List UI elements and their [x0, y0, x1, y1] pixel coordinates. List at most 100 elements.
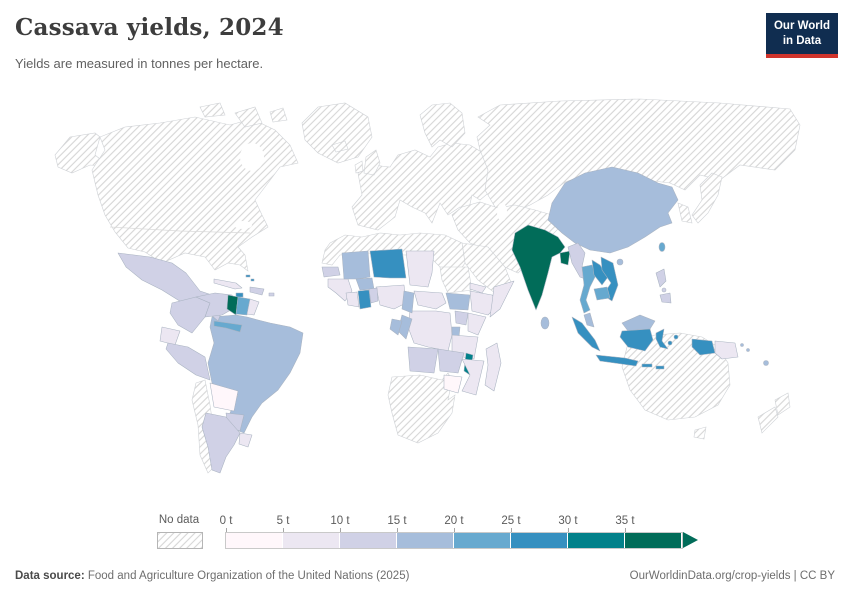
legend-tick-mark	[454, 528, 455, 532]
country-malaysia[interactable]	[621, 314, 656, 332]
country-senegal[interactable]	[321, 266, 341, 278]
country-fiji[interactable]	[763, 360, 769, 366]
region-greenland	[301, 102, 373, 164]
country-south-sudan[interactable]	[445, 292, 471, 311]
country-ecuador[interactable]	[159, 326, 181, 346]
country-brazil[interactable]	[207, 314, 304, 434]
country-angola[interactable]	[407, 346, 439, 374]
country-bahamas[interactable]	[245, 274, 251, 278]
region-united-kingdom	[363, 149, 381, 176]
country-cambodia[interactable]	[593, 286, 611, 301]
country-indonesia[interactable]	[691, 338, 716, 356]
country-burkina-faso[interactable]	[355, 277, 375, 291]
region-europe	[351, 142, 493, 231]
country-madagascar[interactable]	[484, 342, 502, 392]
legend-tick-mark	[397, 528, 398, 532]
country-indonesia[interactable]	[641, 363, 653, 368]
country-cameroon[interactable]	[401, 290, 415, 314]
country-kenya[interactable]	[467, 312, 487, 336]
country-papua-new-guinea[interactable]	[714, 340, 739, 360]
country-taiwan[interactable]	[658, 242, 666, 252]
legend-bin-2[interactable]	[340, 533, 397, 548]
country-indonesia[interactable]	[655, 328, 669, 350]
country-mozambique[interactable]	[461, 358, 485, 396]
legend-colorbar[interactable]: 0 t 5 t 10 t 15 t 20 t 25 t 30 t 35 t	[220, 515, 698, 549]
chart-subtitle: Yields are measured in tonnes per hectar…	[15, 56, 264, 71]
country-philippines[interactable]	[661, 287, 667, 293]
country-malaysia[interactable]	[583, 312, 595, 328]
country-cuba[interactable]	[213, 278, 243, 290]
country-colombia[interactable]	[169, 296, 211, 334]
country-indonesia[interactable]	[655, 365, 665, 370]
country-china[interactable]	[616, 258, 624, 266]
country-guyana[interactable]	[226, 294, 239, 316]
country-laos[interactable]	[591, 259, 609, 286]
country-indonesia[interactable]	[571, 316, 601, 352]
country-indonesia[interactable]	[673, 334, 679, 340]
legend-tick-label: 30 t	[558, 515, 578, 527]
country-puerto-rico[interactable]	[268, 292, 275, 297]
country-dr-congo[interactable]	[407, 310, 453, 352]
country-peru[interactable]	[165, 342, 211, 381]
country-indonesia[interactable]	[619, 328, 654, 352]
legend-tick-label: 10 t	[330, 515, 350, 527]
country-indonesia[interactable]	[595, 354, 639, 367]
country-india[interactable]	[511, 224, 566, 311]
country-haiti[interactable]	[249, 286, 265, 296]
legend-bin-7[interactable]	[625, 533, 682, 548]
country-bolivia[interactable]	[209, 382, 239, 412]
legend-bin-1[interactable]	[283, 533, 340, 548]
country-ghana[interactable]	[357, 289, 372, 310]
country-philippines[interactable]	[655, 268, 667, 288]
country-zambia[interactable]	[437, 348, 465, 374]
legend-bin-0[interactable]	[226, 533, 283, 548]
legend-no-data-label: No data	[158, 514, 200, 526]
country-panama[interactable]	[213, 320, 243, 333]
legend-bin-6[interactable]	[568, 533, 625, 548]
country-uruguay[interactable]	[238, 432, 253, 448]
country-sri-lanka[interactable]	[540, 316, 550, 330]
legend-bin-3[interactable]	[397, 533, 454, 548]
country-nigeria[interactable]	[375, 284, 407, 310]
page-title: Cassava yields, 2024	[15, 14, 284, 41]
legend-tick-mark	[511, 528, 512, 532]
region-arctic-islands	[269, 107, 288, 123]
country-niger[interactable]	[369, 248, 407, 279]
legend-tick-mark	[340, 528, 341, 532]
country-china[interactable]	[547, 166, 679, 254]
country-french-guiana[interactable]	[246, 298, 260, 316]
country-philippines[interactable]	[659, 292, 672, 304]
legend-tick-label: 0 t	[219, 515, 233, 527]
country-solomon-islands[interactable]	[740, 343, 744, 347]
country-central-african-republic[interactable]	[413, 290, 447, 310]
footer-link[interactable]: OurWorldinData.org/crop-yields | CC BY	[629, 570, 835, 582]
country-chad[interactable]	[405, 250, 435, 288]
us-canada-border	[109, 226, 251, 234]
country-somalia[interactable]	[489, 280, 515, 318]
country-suriname[interactable]	[235, 296, 251, 316]
region-iceland	[331, 140, 349, 153]
country-venezuela[interactable]	[195, 292, 237, 318]
legend-tick-mark	[568, 528, 569, 532]
owid-logo-line1: Our World	[773, 20, 830, 32]
country-uganda[interactable]	[454, 310, 469, 326]
country-indonesia[interactable]	[667, 340, 673, 346]
region-korea	[677, 202, 693, 224]
region-arctic-islands	[199, 102, 226, 118]
country-jamaica[interactable]	[235, 292, 244, 298]
country-argentina[interactable]	[201, 412, 241, 474]
country-bangladesh[interactable]	[559, 250, 571, 266]
country-gabon[interactable]	[389, 318, 403, 336]
country-cote-d-ivoire[interactable]	[345, 291, 360, 308]
country-togo[interactable]	[368, 287, 379, 304]
legend-tick-mark	[226, 528, 227, 532]
country-zimbabwe[interactable]	[443, 374, 463, 394]
legend-bin-4[interactable]	[454, 533, 511, 548]
country-bahamas[interactable]	[250, 278, 255, 282]
legend-bin-5[interactable]	[511, 533, 568, 548]
legend-no-data-swatch[interactable]	[157, 532, 203, 549]
country-solomon-islands[interactable]	[746, 348, 750, 352]
owid-logo[interactable]: Our World in Data	[765, 13, 838, 58]
country-mali[interactable]	[341, 250, 371, 280]
